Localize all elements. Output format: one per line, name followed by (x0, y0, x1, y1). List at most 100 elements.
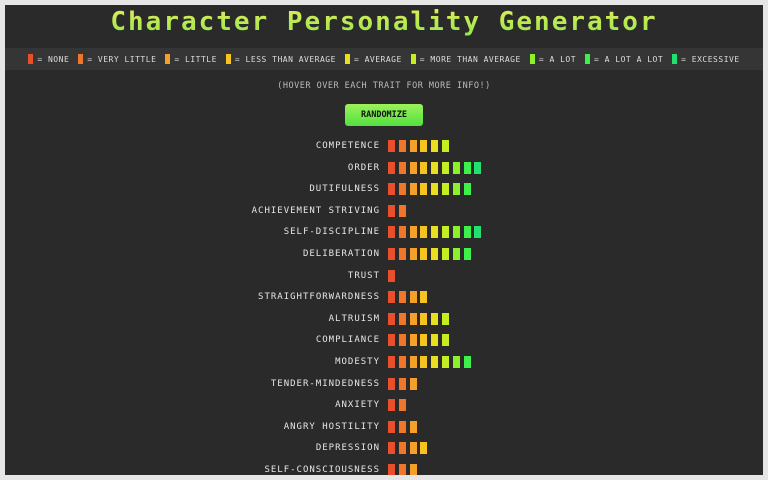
legend-label: = VERY LITTLE (87, 54, 157, 64)
legend-swatch (78, 54, 84, 64)
level-block (388, 226, 395, 239)
legend-swatch (28, 54, 34, 64)
trait-name: DELIBERATION (302, 249, 380, 259)
trait-row[interactable]: ORDER (5, 161, 763, 175)
trait-row[interactable]: TRUST (5, 269, 763, 283)
level-block (442, 312, 449, 325)
randomize-button[interactable]: RANDOMIZE (345, 104, 423, 126)
legend-item: = VERY LITTLE (78, 54, 156, 64)
trait-name: SELF-DISCIPLINE (283, 227, 380, 238)
level-block (409, 161, 417, 174)
level-block (388, 291, 395, 304)
legend-swatch (529, 54, 535, 64)
level-block (398, 356, 406, 368)
trait-row[interactable]: DUTIFULNESS (5, 182, 763, 196)
trait-row[interactable]: DEPRESSION (5, 441, 763, 455)
level-block (398, 399, 406, 412)
level-block (388, 161, 395, 174)
level-block (409, 248, 417, 260)
level-block (442, 183, 449, 196)
trait-row[interactable]: ACHIEVEMENT STRIVING (5, 204, 763, 218)
legend-label: = MORE THAN AVERAGE (419, 54, 521, 64)
level-block (409, 442, 417, 455)
level-block (388, 399, 395, 412)
trait-name: ORDER (347, 162, 380, 173)
level-block (388, 183, 395, 196)
trait-row[interactable]: DELIBERATION (5, 247, 763, 261)
level-block (388, 204, 395, 217)
level-block (398, 464, 406, 475)
trait-row[interactable]: MODESTY (5, 355, 763, 369)
trait-name: COMPETENCE (315, 141, 380, 151)
trait-name: STRAIGHTFORWARDNESS (258, 292, 380, 303)
legend-swatch (672, 54, 678, 64)
level-block (398, 140, 406, 152)
level-block (409, 334, 417, 347)
level-block (388, 377, 395, 390)
level-block (409, 420, 417, 433)
legend-item: = A LOT (529, 54, 576, 64)
trait-row[interactable]: ANGRY HOSTILITY (5, 420, 763, 434)
trait-name: COMPLIANCE (315, 335, 380, 346)
legend-item: = EXCESSIVE (672, 54, 739, 64)
level-block (398, 226, 406, 239)
level-block (442, 161, 449, 174)
level-block (442, 334, 449, 347)
level-block (409, 183, 417, 196)
trait-row[interactable]: ALTRUISM (5, 312, 763, 326)
level-block (420, 291, 428, 304)
level-block (388, 334, 395, 347)
legend: = NONE = VERY LITTLE = LITTLE = LESS THAN A… (5, 48, 763, 70)
trait-name: MODESTY (335, 357, 380, 367)
level-block (398, 334, 406, 347)
level-block (463, 356, 471, 368)
trait-row[interactable]: STRAIGHTFORWARDNESS (5, 290, 763, 304)
level-block (431, 226, 439, 239)
level-block (420, 140, 428, 152)
level-block (431, 248, 439, 260)
level-block (431, 334, 439, 347)
legend-label: = AVERAGE (353, 54, 402, 64)
level-block (398, 183, 406, 196)
legend-item: = A LOT A LOT (585, 54, 663, 64)
level-block (388, 420, 395, 433)
level-block (452, 161, 460, 174)
hint: (HOVER OVER EACH TRAIT FOR MORE INFO!) (277, 81, 491, 91)
legend-item: = NONE (28, 54, 69, 64)
level-block (388, 464, 395, 475)
level-block (431, 140, 439, 152)
level-block (388, 140, 395, 152)
trait-row[interactable]: SELF-CONSCIOUSNESS (5, 463, 763, 475)
level-block (442, 140, 449, 152)
level-block (420, 183, 428, 196)
level-block (420, 334, 428, 347)
legend-item: = LESS THAN AVERAGE (225, 54, 336, 64)
level-block (431, 356, 439, 368)
level-block (409, 377, 417, 390)
level-block (452, 226, 460, 239)
legend-label: = LITTLE (174, 54, 217, 64)
level-block (474, 161, 482, 174)
trait-row[interactable]: TENDER-MINDEDNESS (5, 377, 763, 391)
trait-row[interactable]: COMPLIANCE (5, 333, 763, 347)
level-block (388, 269, 395, 282)
level-block (474, 226, 482, 239)
level-block (388, 442, 395, 455)
level-block (452, 248, 460, 260)
level-block (420, 312, 428, 325)
legend-label: = A LOT A LOT (594, 54, 664, 64)
level-block (420, 442, 428, 455)
trait-row[interactable]: COMPETENCE (5, 139, 763, 153)
trait-name: ANXIETY (335, 400, 380, 411)
level-block (398, 248, 406, 260)
level-block (398, 442, 406, 455)
level-block (452, 183, 460, 196)
level-block (442, 226, 449, 239)
trait-row[interactable]: SELF-DISCIPLINE (5, 225, 763, 239)
level-block (463, 183, 471, 196)
legend-label: = EXCESSIVE (681, 54, 740, 64)
level-block (398, 377, 406, 390)
level-block (463, 248, 471, 260)
level-block (409, 226, 417, 239)
trait-row[interactable]: ANXIETY (5, 398, 763, 412)
